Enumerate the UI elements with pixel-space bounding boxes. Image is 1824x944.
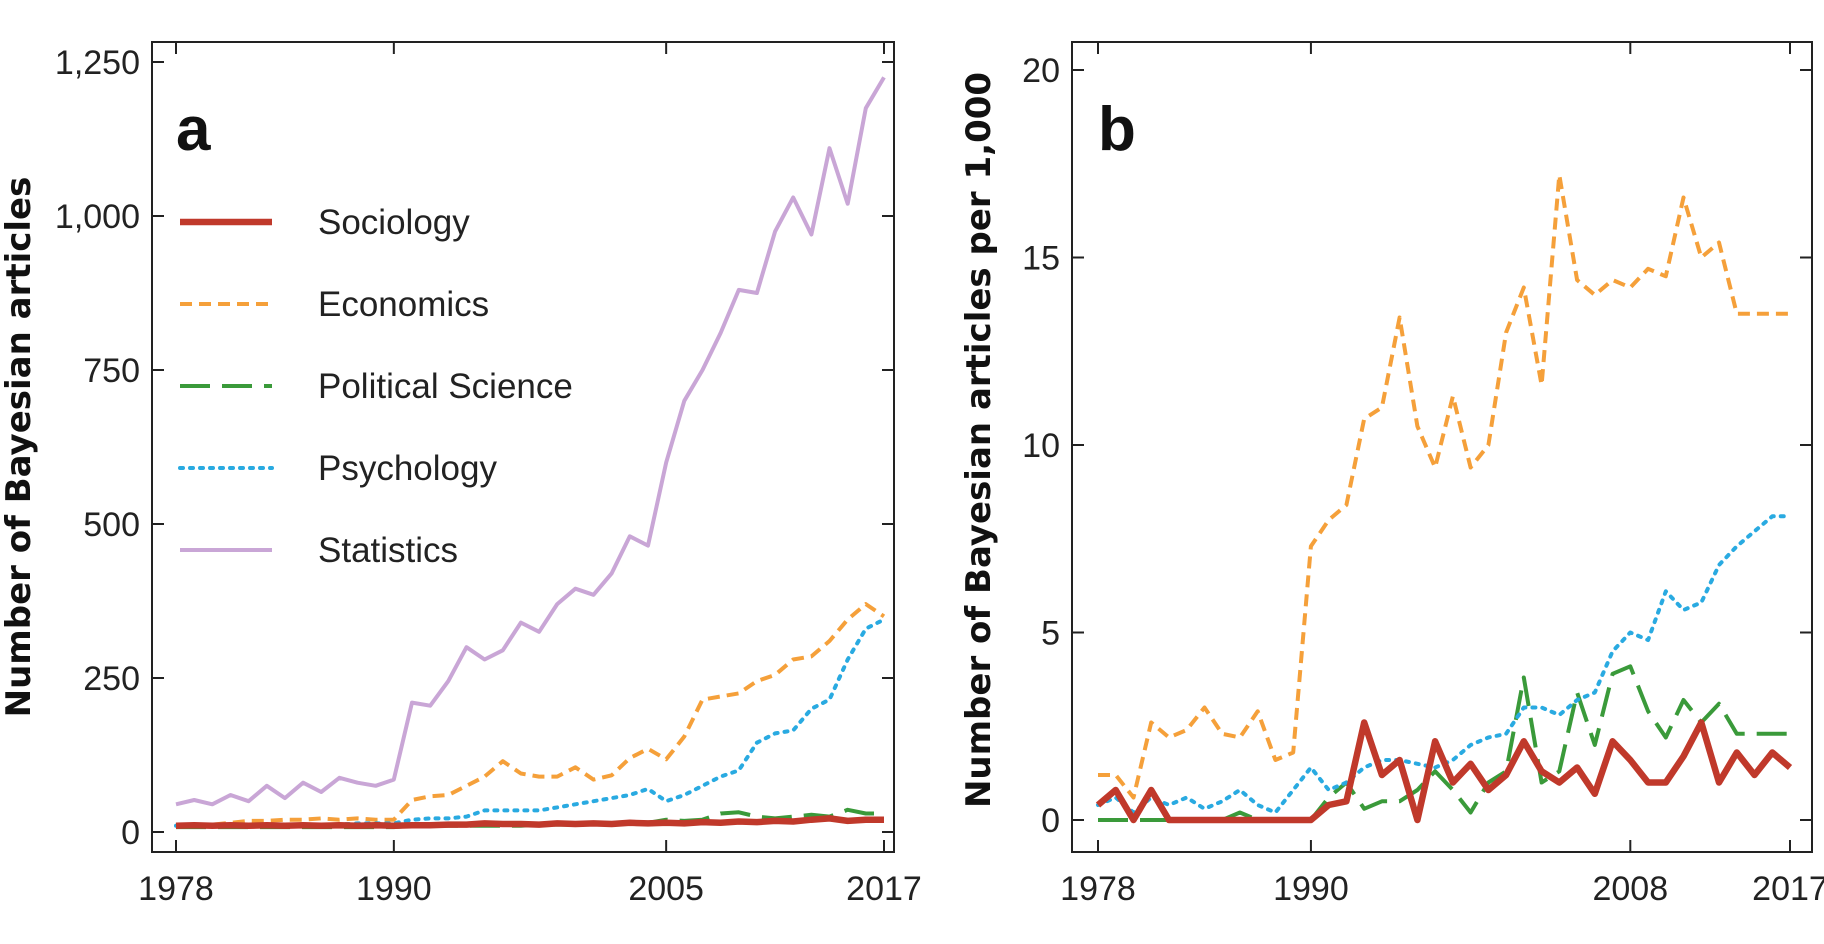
x-tick-label: 2017	[1752, 870, 1824, 908]
legend-label-economics: Economics	[318, 285, 489, 324]
panel-b-series	[1095, 173, 1793, 824]
panel-a-frame	[151, 41, 895, 853]
panel-a: 0 250 500 750 1,000 1,250 1978 1990 2005 2017 a N…	[0, 41, 922, 908]
y-tick-label: 250	[83, 660, 140, 698]
x-tick-label: 1978	[138, 870, 214, 908]
panel-b-frame	[1071, 41, 1813, 853]
x-tick-label: 2008	[1592, 870, 1668, 908]
series-line-sociology	[1095, 719, 1793, 824]
x-tick-label: 1978	[1060, 870, 1136, 908]
y-tick-label: 1,250	[55, 44, 140, 82]
x-tick-label: 1990	[1273, 870, 1349, 908]
panel-a-series	[174, 76, 886, 830]
panel-a-letter: a	[176, 95, 211, 164]
y-tick-label: 750	[83, 352, 140, 390]
panel-a-y-axis-title: Number of Bayesian articles	[0, 177, 39, 718]
y-tick-label: 15	[1022, 240, 1060, 278]
panel-b-letter: b	[1098, 95, 1136, 164]
y-tick-label: 0	[1041, 802, 1060, 840]
panel-b-y-axis-title: Number of Bayesian articles per 1,000	[959, 72, 999, 808]
series-line-statistics	[175, 76, 886, 807]
y-tick-label: 20	[1022, 52, 1060, 90]
legend-label-sociology: Sociology	[318, 203, 470, 242]
y-tick-label: 1,000	[55, 198, 140, 236]
panel-b: 0 5 10 15 20 1978 1990 2008 2017 b Number of Bay…	[959, 41, 1824, 908]
x-tick-label: 2005	[628, 870, 704, 908]
y-tick-label: 5	[1041, 615, 1060, 653]
panel-b-ticks: 0 5 10 15 20 1978 1990 2008 2017	[1022, 42, 1824, 908]
panel-a-legend: Sociology Economics Political Science Psych…	[178, 203, 573, 570]
x-tick-label: 2017	[846, 870, 922, 908]
series-line-sociology	[175, 815, 884, 830]
panel-a-ticks: 0 250 500 750 1,000 1,250 1978 1990 2005 2017	[55, 42, 922, 908]
y-tick-label: 10	[1022, 427, 1060, 465]
legend-label-psychology: Psychology	[318, 449, 497, 488]
series-line-political-science	[1098, 664, 1790, 822]
y-tick-label: 0	[121, 814, 140, 852]
y-tick-label: 500	[83, 506, 140, 544]
series-line-economics	[175, 602, 886, 828]
x-tick-label: 1990	[356, 870, 432, 908]
legend-label-political-science: Political Science	[318, 367, 573, 406]
series-line-economics	[1098, 173, 1790, 800]
legend-label-statistics: Statistics	[318, 531, 458, 570]
